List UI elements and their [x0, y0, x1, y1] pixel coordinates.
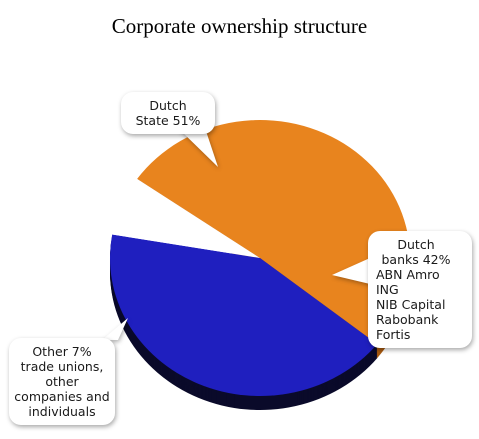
chart-title: Corporate ownership structure — [111, 14, 368, 38]
callout-other-line4: companies and — [14, 389, 110, 404]
pie-slice-other — [112, 178, 260, 258]
bank-member: Fortis — [376, 327, 411, 342]
bank-member: ABN Amro — [376, 267, 440, 282]
pie-slice-dutch-state — [137, 119, 411, 345]
callout-other: Other 7% trade unions, other companies a… — [9, 338, 115, 425]
callout-other-line3: other — [45, 374, 79, 389]
callout-pointer-banks — [332, 258, 370, 284]
bank-member: Rabobank — [376, 312, 439, 327]
callout-dutch-state: Dutch State 51% — [121, 92, 215, 134]
callout-state-line2: State 51% — [135, 113, 201, 128]
pie-slice-dutch-banks — [110, 234, 378, 396]
callout-state-line1: Dutch — [149, 98, 187, 113]
callout-other-line2: trade unions, — [20, 359, 104, 374]
callout-pointer-other — [102, 318, 128, 340]
callout-other-line5: individuals — [28, 404, 96, 419]
callout-other-line1: Other 7% — [32, 344, 92, 359]
bank-member: ING — [376, 282, 399, 297]
bank-member: NIB Capital — [376, 297, 446, 312]
callout-banks-line2: banks 42% — [381, 252, 451, 267]
pie-slices — [110, 119, 411, 396]
callout-dutch-banks: Dutch banks 42% ABN Amro ING NIB Capital… — [368, 231, 472, 348]
callout-pointers — [102, 128, 370, 340]
callout-banks-line1: Dutch — [397, 237, 435, 252]
callout-pointer-state — [178, 128, 218, 167]
